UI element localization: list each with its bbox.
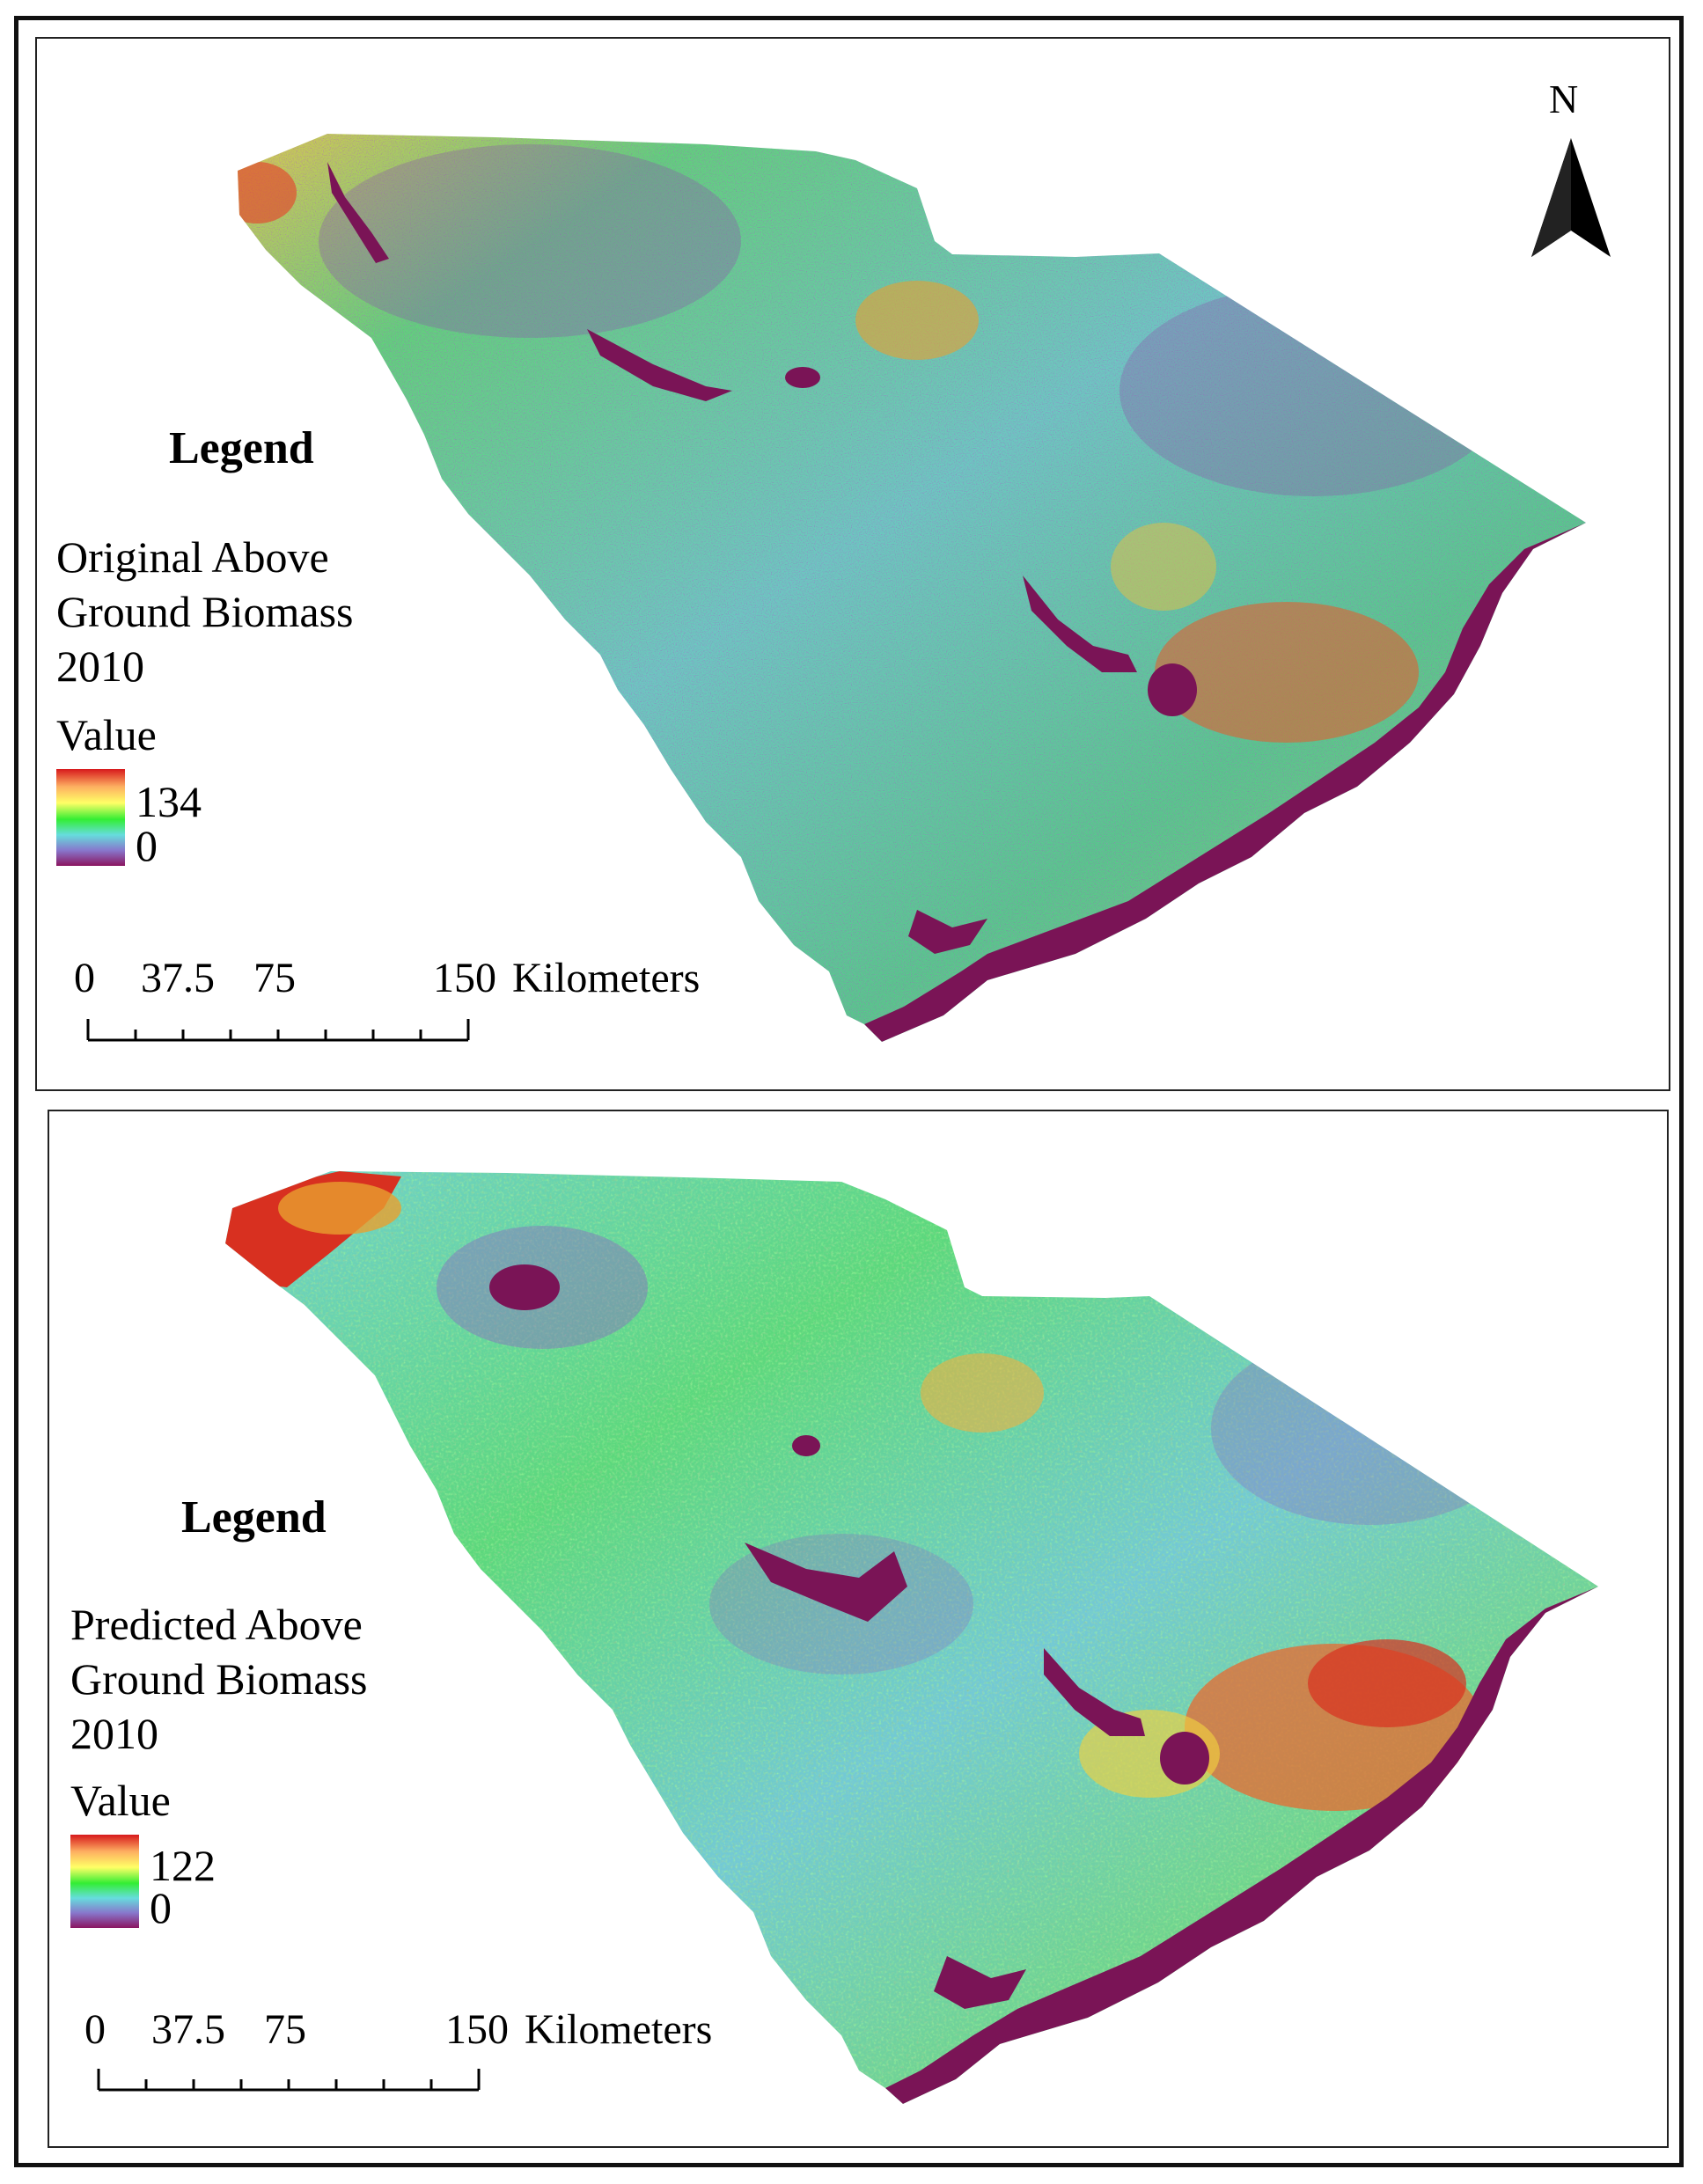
legend-title: Legend [181,1492,327,1543]
scale-tick-label: 150 [445,2006,509,2053]
legend-layer-line: Predicted Above [70,1600,363,1649]
legend-layer-line: 2010 [70,1709,158,1758]
legend-color-ramp [70,1835,139,1928]
legend-layer-name: Original Above Ground Biomass 2010 [56,530,354,693]
legend-layer-line: Original Above [56,532,329,582]
legend-layer-line: Ground Biomass [56,587,354,636]
north-arrow-icon [1531,138,1611,257]
legend-layer-name: Predicted Above Ground Biomass 2010 [70,1597,368,1761]
north-arrow-label: N [1549,77,1579,121]
scale-tick-label: 0 [84,2006,106,2053]
scale-unit-label: Kilometers [525,2006,713,2053]
scale-tick-label: 37.5 [141,955,215,1001]
predicted-biomass-map [225,1171,1598,2104]
scale-bar [86,1019,470,1042]
predicted-biomass-map-panel: Legend Predicted Above Ground Biomass 20… [48,1110,1669,2148]
legend-value-label: Value [70,1776,171,1825]
legend-min-value: 0 [136,821,158,870]
scale-tick-label: 75 [253,955,296,1001]
scale-tick-label: 150 [433,955,496,1001]
legend-layer-line: Ground Biomass [70,1654,368,1704]
scale-unit-label: Kilometers [512,955,701,1001]
scale-tick-label: 37.5 [151,2006,225,2053]
scale-tick-label: 0 [74,955,95,1001]
original-biomass-map-panel: N Legend Original Above Ground Biomass 2… [35,37,1670,1091]
legend-min-value: 0 [150,1883,172,1932]
legend-value-label: Value [56,710,157,759]
legend-max-value: 134 [136,777,202,826]
legend-color-ramp [56,769,125,866]
legend-max-value: 122 [150,1841,216,1890]
legend-layer-line: 2010 [56,641,144,691]
legend-title: Legend [169,423,314,473]
scale-tick-label: 75 [264,2006,306,2053]
original-biomass-map [238,134,1586,1042]
scale-bar [97,2069,481,2092]
figure-frame [14,16,1684,2167]
